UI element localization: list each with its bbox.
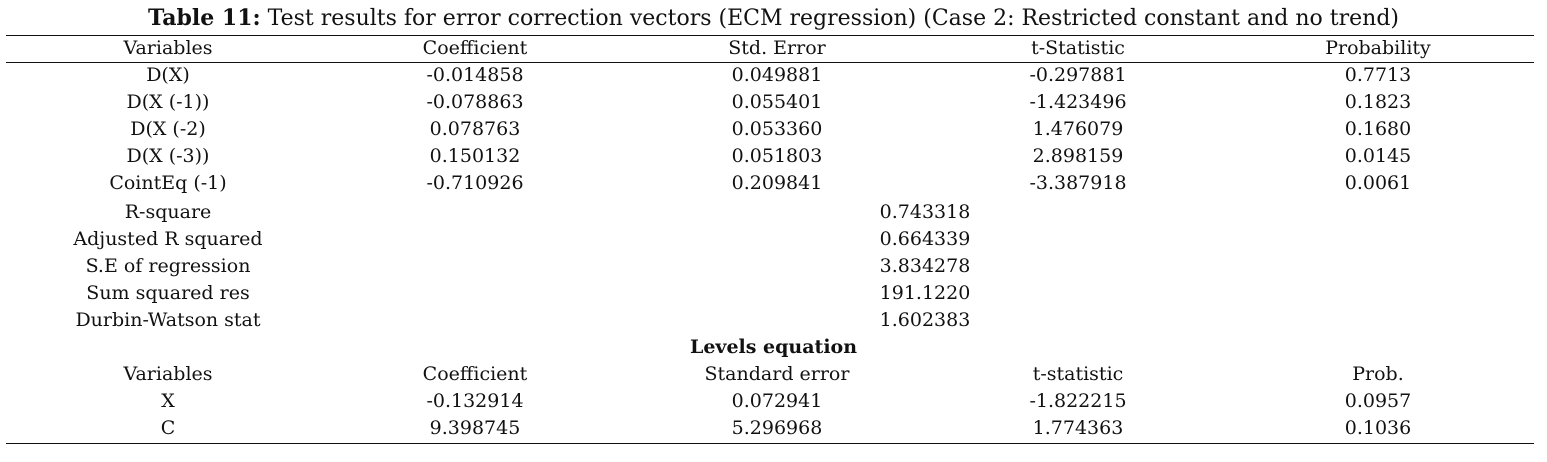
table-row: CointEq (-1) -0.710926 0.209841 -3.38791…	[0, 170, 1547, 197]
table-caption-text: Test results for error correction vector…	[260, 6, 1399, 31]
probability-cell: 0.1823	[1344, 91, 1412, 113]
probability-cell: 0.1036	[1344, 417, 1412, 439]
stat-value: 1.602383	[879, 309, 971, 331]
levels-equation-title: Levels equation	[689, 336, 858, 358]
stat-row-se-of-regression: S.E of regression 3.834278	[0, 253, 1547, 280]
column-header-variables: Variables	[123, 37, 213, 59]
t-statistic-cell: -0.297881	[1029, 64, 1127, 86]
column-header-t-statistic: t-Statistic	[1031, 37, 1125, 59]
variable-cell: D(X (-3))	[126, 145, 210, 167]
probability-cell: 0.0145	[1344, 145, 1412, 167]
variable-cell: D(X (-1))	[126, 91, 210, 113]
std-error-cell: 0.055401	[731, 91, 823, 113]
probability-cell: 0.7713	[1344, 64, 1412, 86]
t-statistic-cell: 1.774363	[1032, 417, 1124, 439]
t-statistic-cell: -1.822215	[1029, 390, 1127, 412]
std-error-cell: 0.049881	[731, 64, 823, 86]
variable-cell: D(X (-2)	[130, 118, 206, 140]
coefficient-cell: -0.710926	[426, 172, 524, 194]
column-header-std-error: Std. Error	[728, 37, 826, 59]
stat-label: Sum squared res	[86, 282, 250, 304]
column-header-standard-error: Standard error	[704, 363, 850, 385]
table-row: C 9.398745 5.296968 1.774363 0.1036	[0, 415, 1547, 442]
table-top-rule	[6, 35, 1534, 36]
stat-label: Adjusted R squared	[73, 228, 263, 250]
std-error-cell: 5.296968	[731, 417, 823, 439]
probability-cell: 0.0061	[1344, 172, 1412, 194]
variable-cell: X	[161, 390, 175, 412]
stat-row-adjusted-r-squared: Adjusted R squared 0.664339	[0, 226, 1547, 253]
stat-row-sum-squared-res: Sum squared res 191.1220	[0, 280, 1547, 307]
t-statistic-cell: 1.476079	[1032, 118, 1124, 140]
coefficient-cell: 0.150132	[429, 145, 521, 167]
column-header-t-statistic: t-statistic	[1032, 363, 1124, 385]
stat-label: S.E of regression	[85, 255, 251, 277]
t-statistic-cell: -3.387918	[1029, 172, 1127, 194]
levels-header-row: Variables Coefficient Standard error t-s…	[0, 361, 1547, 388]
coefficient-cell: 0.078763	[429, 118, 521, 140]
variable-cell: D(X)	[146, 64, 190, 86]
stat-row-durbin-watson: Durbin-Watson stat 1.602383	[0, 307, 1547, 334]
stat-row-r-square: R-square 0.743318	[0, 199, 1547, 226]
stat-label: Durbin-Watson stat	[75, 309, 261, 331]
table-row: X -0.132914 0.072941 -1.822215 0.0957	[0, 388, 1547, 415]
std-error-cell: 0.053360	[731, 118, 823, 140]
coefficient-cell: -0.014858	[426, 64, 524, 86]
coefficient-cell: -0.132914	[426, 390, 524, 412]
t-statistic-cell: 2.898159	[1032, 145, 1124, 167]
table-bottom-rule	[6, 443, 1534, 444]
table-row: D(X (-1)) -0.078863 0.055401 -1.423496 0…	[0, 89, 1547, 116]
column-header-coefficient: Coefficient	[422, 37, 528, 59]
table-row: D(X) -0.014858 0.049881 -0.297881 0.7713	[0, 62, 1547, 89]
table-caption: Table 11: Test results for error correct…	[0, 4, 1547, 33]
variable-cell: C	[160, 417, 176, 439]
probability-cell: 0.1680	[1344, 118, 1412, 140]
stat-value: 191.1220	[879, 282, 971, 304]
column-header-coefficient: Coefficient	[422, 363, 528, 385]
variable-cell: CointEq (-1)	[109, 172, 227, 194]
std-error-cell: 0.072941	[731, 390, 823, 412]
t-statistic-cell: -1.423496	[1029, 91, 1127, 113]
header-rule	[6, 62, 1534, 63]
coefficient-cell: -0.078863	[426, 91, 524, 113]
ecm-header-row: Variables Coefficient Std. Error t-Stati…	[0, 35, 1547, 62]
table-caption-label: Table 11:	[148, 5, 261, 31]
stat-value: 0.664339	[879, 228, 971, 250]
table-row: D(X (-2) 0.078763 0.053360 1.476079 0.16…	[0, 116, 1547, 143]
coefficient-cell: 9.398745	[429, 417, 521, 439]
std-error-cell: 0.051803	[731, 145, 823, 167]
column-header-variables: Variables	[123, 363, 213, 385]
column-header-prob: Prob.	[1352, 363, 1404, 385]
column-header-probability: Probability	[1325, 37, 1431, 59]
stat-value: 0.743318	[879, 201, 971, 223]
stat-label: R-square	[124, 201, 212, 223]
table-row: D(X (-3)) 0.150132 0.051803 2.898159 0.0…	[0, 143, 1547, 170]
std-error-cell: 0.209841	[731, 172, 823, 194]
probability-cell: 0.0957	[1344, 390, 1412, 412]
stat-value: 3.834278	[879, 255, 971, 277]
